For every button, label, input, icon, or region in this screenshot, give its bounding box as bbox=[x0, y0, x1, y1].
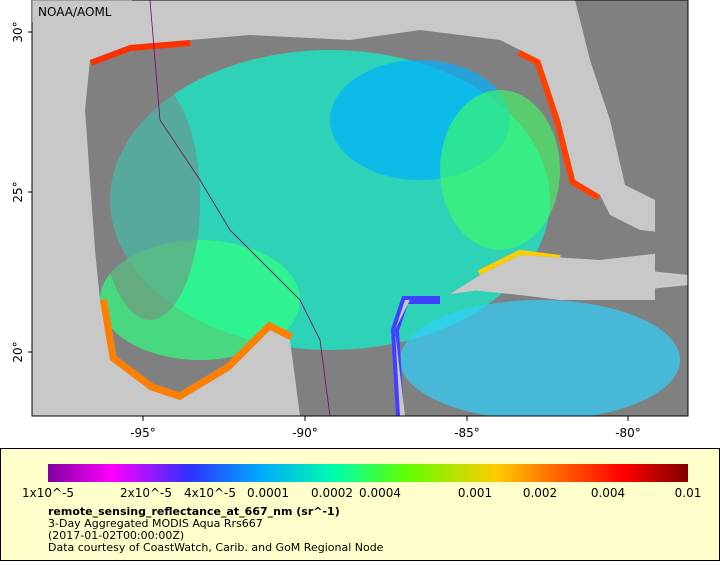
cuba bbox=[470, 270, 688, 300]
lon-label: -85° bbox=[454, 426, 480, 440]
colorbar-label: 0.001 bbox=[458, 486, 492, 500]
colorbar-label: 0.002 bbox=[523, 486, 557, 500]
credit: NOAA/AOML bbox=[38, 5, 112, 19]
colorbar-label: 0.01 bbox=[675, 486, 702, 500]
lon-label: -80° bbox=[615, 426, 641, 440]
legend-line: 3-Day Aggregated MODIS Aqua Rrs667 bbox=[48, 517, 263, 530]
lon-label: -90° bbox=[292, 426, 318, 440]
colorbar-label: 4x10^-5 bbox=[184, 486, 236, 500]
lon-label: -95° bbox=[130, 426, 156, 440]
legend-line: (2017-01-02T00:00:00Z) bbox=[48, 529, 184, 542]
lat-label: 25° bbox=[11, 181, 25, 202]
colorbar-label: 1x10^-5 bbox=[22, 486, 74, 500]
colorbar-ticks: 1x10^-5 2x10^-5 4x10^-5 0.0001 0.0002 0.0004 0… bbox=[22, 486, 701, 500]
colorbar-label: 0.0002 bbox=[311, 486, 353, 500]
ocean-no-data bbox=[575, 0, 655, 200]
colorbar bbox=[48, 464, 688, 482]
latitude-labels: 30° 25° 20° bbox=[11, 21, 32, 363]
map: NOAA/AOML bbox=[31, 0, 689, 417]
colorbar-label: 2x10^-5 bbox=[120, 486, 172, 500]
longitude-labels: -95° -90° -85° -80° bbox=[130, 416, 641, 440]
colorbar-label: 0.004 bbox=[591, 486, 625, 500]
colorbar-label: 0.0004 bbox=[359, 486, 401, 500]
legend-title: remote_sensing_reflectance_at_667_nm (sr… bbox=[48, 505, 340, 518]
lat-label: 20° bbox=[11, 341, 25, 362]
colorbar-label: 0.0001 bbox=[247, 486, 289, 500]
map-border bbox=[31, 0, 689, 417]
lat-label: 30° bbox=[11, 21, 25, 42]
legend-line: Data courtesy of CoastWatch, Carib. and … bbox=[48, 541, 384, 554]
